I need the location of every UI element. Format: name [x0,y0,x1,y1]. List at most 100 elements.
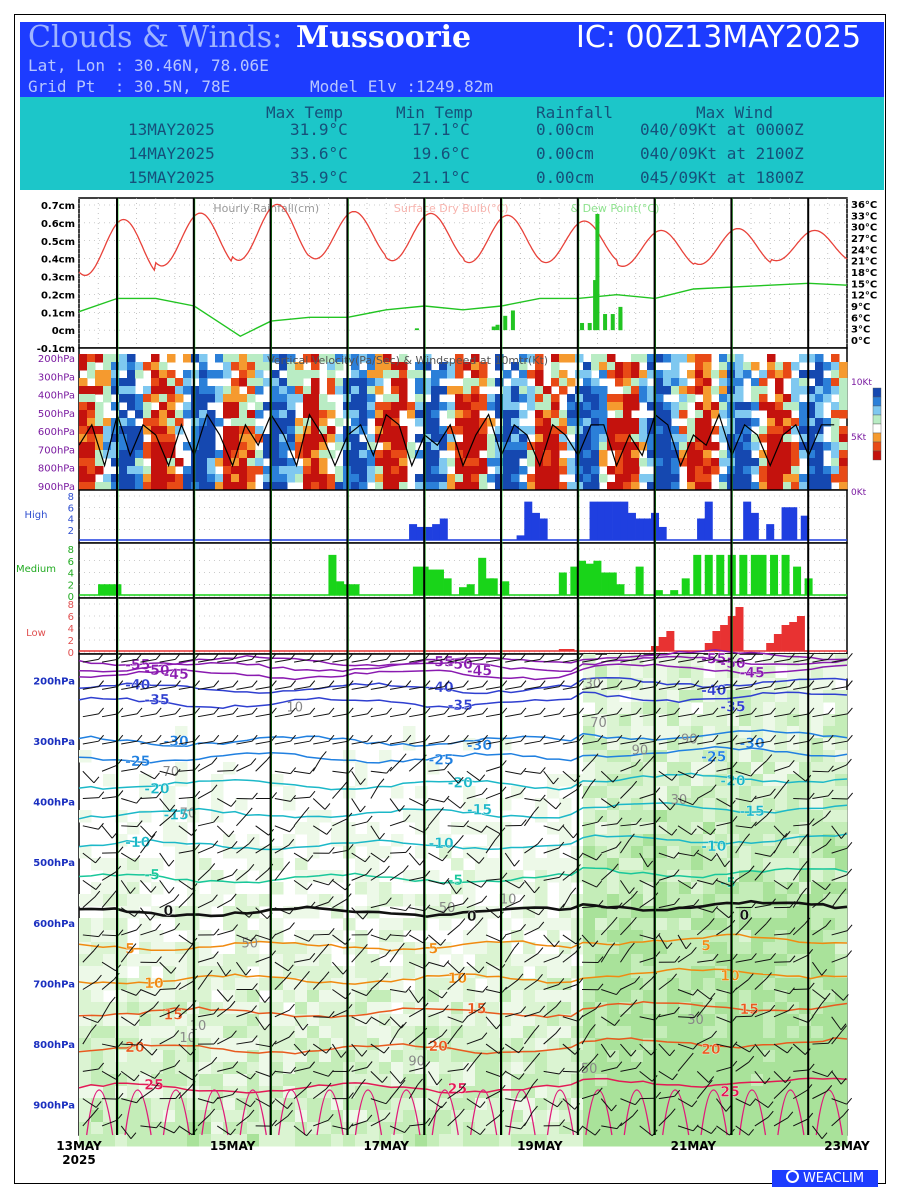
wind-barb [696,1085,708,1099]
wind-barb [82,896,96,909]
rh-cell [691,894,704,907]
rh-cell [559,798,572,811]
vv-cell [135,466,144,475]
vv-cell [599,386,608,395]
vv-cell [791,450,800,459]
rh-cell [835,918,848,931]
vv-cell [695,362,704,371]
wind-barb-flag [405,653,412,660]
wind-barb-flag [501,707,508,715]
vv-cell [351,474,360,483]
vv-cell [815,354,824,363]
rh-cell [439,1110,452,1123]
vv-cell [247,370,256,379]
wind-barb-flag [438,807,444,814]
isotherm-label: 15 [739,1002,758,1018]
vv-cell [647,474,656,483]
vv-cell [367,466,376,475]
rh-cell [415,1014,428,1027]
wind-barb [293,658,310,663]
vv-cell [351,354,360,363]
vv-cell [383,466,392,475]
vv-cell [791,402,800,411]
medium-cloud-bar [328,554,337,595]
vv-cell [431,434,440,443]
rh-cell [583,738,596,751]
vv-cell [423,474,432,483]
rh-cell [475,1122,488,1135]
wind-barb [600,1016,615,1026]
wind-barb-flag [175,680,181,687]
rh-cell [739,774,752,787]
vv-cell [303,442,312,451]
vv-cell [735,410,744,419]
vv-cell [711,410,720,419]
vv-cell [175,482,184,491]
rh-cell [703,846,716,859]
vv-cell [671,450,680,459]
rh-cell [379,1050,392,1063]
wind-barb [313,933,330,936]
vv-cell [631,434,640,443]
wind-barb-flag [328,878,334,886]
wind-barb [639,686,656,690]
rh-cell [547,1110,560,1123]
wind-barb [82,950,95,963]
wind-barb-flag [635,680,642,687]
vv-cell [815,482,824,491]
wind-barb-flag [98,822,104,830]
wind-barb [505,1012,521,1018]
wind-barb-flag [175,1092,182,1099]
rh-cell [619,810,632,823]
rh-cell [415,786,428,799]
rh-cell [607,858,620,871]
rh-cell [559,1074,572,1087]
vv-cell [383,418,392,427]
rh-cell [91,1074,104,1087]
rh-cell [739,1086,752,1099]
wind-barb [466,1125,481,1136]
vv-cell [591,354,600,363]
wind-barb [236,813,248,827]
vv-cell [767,402,776,411]
row3-max: 35.9°C [290,168,348,187]
wind-barb [792,893,803,908]
vv-cell [239,394,248,403]
wind-barb-flag [519,894,526,902]
rh-cell [79,750,92,763]
vv-cell [735,418,744,427]
wind-barb-flag [129,887,136,894]
vv-cell [175,474,184,483]
wind-barb [82,825,99,830]
vv-cell [807,450,816,459]
wind-barb [197,1013,214,1018]
vv-cell [327,482,336,491]
wind-barb [197,1114,210,1127]
vv-cell [167,394,176,403]
wind-barb [178,713,195,718]
rh-cell [319,1122,332,1135]
wind-barb [293,1043,306,1057]
medium-cloud-tick: 2 [68,580,74,591]
rh-cell [679,738,692,751]
col-rainfall: Rainfall [536,103,614,122]
rh-cell [343,942,356,955]
rh-cell [619,714,632,727]
vv-cell [647,482,656,491]
vv-cell [367,442,376,451]
vv-cell [199,362,208,371]
wind-barb [620,896,633,909]
vv-cell [191,394,200,403]
rh-cell [91,1134,104,1147]
vv-cell [319,394,328,403]
wind-barb [754,923,767,936]
rh-cell [583,1062,596,1075]
isotherm-label: -45 [163,667,188,683]
vv-cell [783,466,792,475]
rh-cell [175,1050,188,1063]
wind-barb [562,740,579,745]
rh-cell [199,990,212,1003]
wind-barb [485,961,501,971]
wind-barb-flag [614,1019,621,1026]
vv-cell [655,402,664,411]
